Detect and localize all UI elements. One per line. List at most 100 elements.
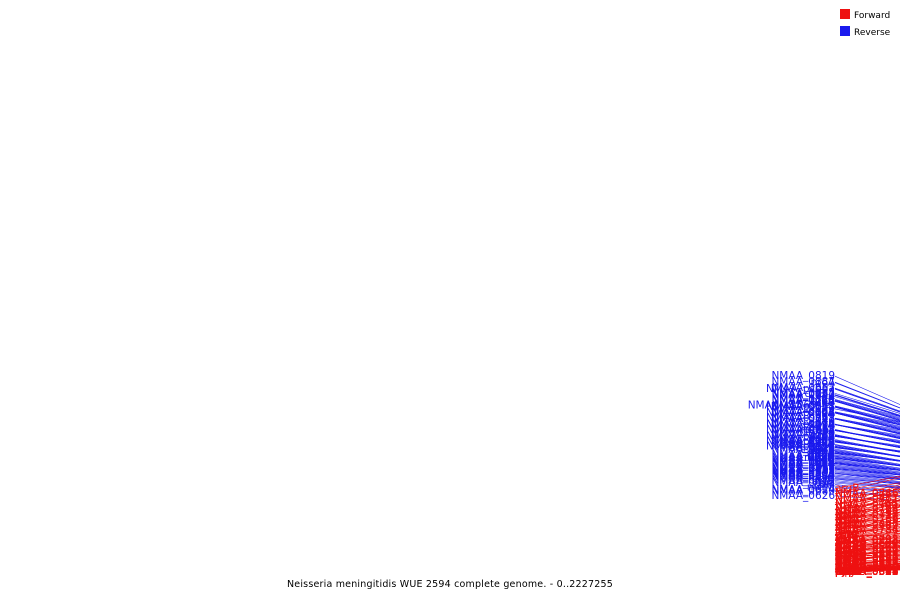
forward-gene-label: NMAA_0729	[835, 545, 899, 557]
forward-gene-label: NMAA_0684	[835, 537, 899, 549]
reverse-leader-line	[816, 405, 900, 423]
reverse-leader-line	[834, 436, 900, 447]
forward-gene-label: cysK	[835, 566, 860, 578]
forward-leader-line	[834, 527, 900, 547]
reverse-gene-label: cytC	[812, 440, 835, 452]
reverse-gene-label: NMAA_0881	[771, 400, 835, 412]
forward-gene-label: NMAA_ps062	[835, 498, 900, 510]
forward-gene-label: purH	[835, 509, 861, 521]
forward-gene-label: dapF	[835, 566, 861, 578]
forward-leader-line	[834, 557, 900, 570]
reverse-gene-label: NMAA_0802	[771, 425, 835, 437]
reverse-gene-label: metX	[807, 450, 835, 462]
forward-gene-label: NMAA_0658	[835, 546, 899, 558]
reverse-gene-label: NMAA_0792	[771, 389, 835, 401]
forward-leader-line	[834, 565, 900, 573]
reverse-leader-line	[834, 395, 900, 417]
forward-gene-label: upp	[835, 566, 855, 578]
figure-caption: Neisseria meningitidis WUE 2594 complete…	[287, 579, 613, 590]
forward-leader-line	[834, 548, 900, 560]
reverse-gene-label: uvrA	[811, 418, 836, 430]
reverse-gene-label: NMAA_ps065	[766, 401, 835, 413]
forward-gene-label: holB	[835, 566, 858, 578]
reverse-leader-line	[834, 393, 900, 414]
forward-gene-label: NMAA_0734	[835, 524, 899, 536]
forward-gene-label: NMAA_0754	[835, 509, 899, 521]
forward-gene-label: radA	[835, 566, 860, 578]
reverse-gene-label: NMAA_0678	[771, 466, 835, 478]
forward-gene-label: rfbD	[835, 566, 858, 578]
reverse-gene-label: NMAA_0804	[771, 407, 835, 419]
forward-leader-line	[834, 550, 900, 566]
forward-gene-label: NMAA_0692	[835, 534, 899, 546]
forward-gene-label: NMAA_0667	[835, 563, 899, 575]
reverse-gene-label: NMAA_0759	[771, 436, 835, 448]
forward-gene-label: NMAA_0606	[835, 566, 899, 578]
forward-gene-label: NMAA_0647	[835, 566, 899, 578]
forward-leader-line	[834, 561, 900, 573]
forward-gene-label: NMAA_0785	[835, 488, 899, 500]
forward-gene-label: gltA	[835, 540, 857, 552]
forward-gene-label: metF	[835, 525, 862, 537]
forward-gene-label: lolB	[835, 533, 854, 545]
forward-gene-label: rfaD	[835, 566, 858, 578]
forward-leader-line	[834, 495, 900, 516]
forward-leader-line	[834, 552, 900, 565]
forward-gene-label: hemE	[835, 566, 865, 578]
reverse-gene-label: cysT	[811, 462, 835, 474]
forward-gene-label: pyrF	[835, 565, 858, 577]
forward-gene-label: purC	[835, 566, 860, 578]
reverse-leader-line	[834, 455, 900, 466]
reverse-gene-label: opaD	[807, 453, 835, 465]
forward-gene-label: pilZ	[835, 566, 855, 578]
reverse-leader-line	[834, 424, 900, 438]
forward-gene-label: hemB	[835, 562, 866, 574]
reverse-leader-line	[834, 418, 900, 434]
reverse-gene-label: NMAA_0686	[771, 456, 835, 468]
forward-gene-label: sdhB	[835, 504, 861, 516]
forward-gene-label: pcnB	[835, 557, 861, 569]
forward-gene-label: sdhD	[835, 519, 862, 531]
reverse-gene-label: NMAA_0840	[771, 389, 835, 401]
reverse-gene-label: NMAA_0782	[771, 407, 835, 419]
forward-gene-label: hemD	[835, 566, 866, 578]
forward-gene-label: NMAA_0619	[835, 566, 899, 578]
reverse-gene-label: rubA	[810, 395, 836, 407]
forward-gene-label: NMAA_0718	[835, 558, 899, 570]
forward-gene-label: recJ	[835, 566, 854, 578]
legend-reverse-swatch	[840, 26, 850, 36]
forward-gene-label: panC	[835, 548, 862, 560]
forward-gene-label: NMAA_0598	[835, 566, 899, 578]
reverse-leader-line	[834, 453, 900, 465]
reverse-gene-label: NMAA_0845	[771, 425, 835, 437]
reverse-gene-label: NMAA_0626	[771, 490, 835, 502]
forward-leader-line	[834, 509, 900, 526]
reverse-leader-line	[834, 405, 900, 422]
reverse-leader-line	[834, 461, 900, 471]
forward-gene-label: xerD	[835, 566, 860, 578]
reverse-gene-label: NMAA_0636	[771, 469, 835, 481]
reverse-leader-line	[834, 412, 900, 430]
forward-gene-label: panB	[835, 566, 862, 578]
reverse-leader-line	[834, 412, 900, 430]
forward-gene-label: NMAA_0769	[835, 514, 899, 526]
forward-gene-label: NMAA_0743	[835, 535, 899, 547]
reverse-leader-line	[834, 441, 900, 452]
legend: Forward Reverse	[840, 9, 891, 38]
reverse-gene-label: NMAA_0803	[771, 401, 835, 413]
reverse-gene-label: NMAA_0613	[771, 456, 835, 468]
reverse-gene-label: rdgC	[810, 453, 835, 465]
reverse-leader-line	[834, 453, 900, 462]
forward-gene-label: NMAA_0622	[835, 566, 899, 578]
forward-leader-line	[834, 529, 900, 541]
forward-gene-label: NMAA_0644	[835, 566, 899, 578]
forward-gene-label: dut	[835, 519, 852, 531]
reverse-leader-line	[834, 418, 900, 432]
forward-gene-label: sdhA	[835, 519, 862, 531]
forward-leader-line	[834, 497, 900, 511]
reverse-gene-label: dld	[819, 430, 835, 442]
forward-gene-label: efp	[835, 540, 852, 552]
reverse-gene-label: NMAA_0798	[771, 413, 835, 425]
forward-gene-label: pilK	[835, 550, 855, 562]
forward-leader-line	[834, 527, 900, 535]
